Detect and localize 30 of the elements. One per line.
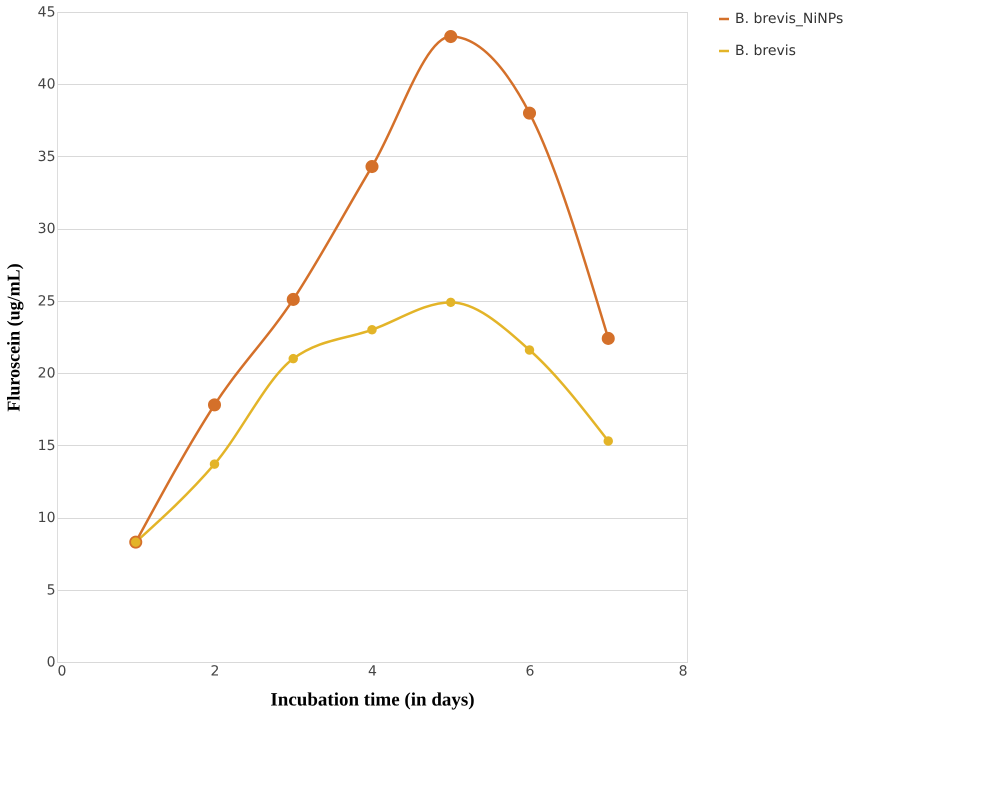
point <box>208 398 222 412</box>
point <box>288 354 298 364</box>
x-tick-label: 2 <box>210 664 220 680</box>
point <box>444 30 458 44</box>
y-tick-label: 30 <box>38 221 56 238</box>
legend-label: B. brevis_NiNPs <box>735 11 844 27</box>
point <box>524 345 534 355</box>
x-tick-label: 6 <box>526 664 535 680</box>
point <box>367 325 377 335</box>
x-tick-label: 8 <box>678 664 688 680</box>
y-tick-label: 25 <box>38 293 56 310</box>
x-tick-label: 0 <box>58 664 66 680</box>
point <box>522 106 536 120</box>
point <box>446 298 456 308</box>
x-axis-title: Incubation time (in days) <box>270 690 475 710</box>
y-tick-label: 35 <box>38 148 56 165</box>
y-tick-label: 40 <box>38 76 56 93</box>
point <box>286 292 300 306</box>
y-tick-label: 20 <box>38 366 56 382</box>
legend-label: B. brevis <box>735 43 796 59</box>
y-tick-label: 15 <box>38 438 56 454</box>
x-tick-label: 4 <box>368 664 378 680</box>
y-tick-label: 45 <box>38 4 56 20</box>
point <box>602 332 615 345</box>
point <box>365 160 379 174</box>
y-tick-label: 5 <box>46 582 56 598</box>
point <box>604 436 613 446</box>
point <box>210 459 220 469</box>
y-tick-label: 10 <box>38 510 56 526</box>
y-axis-title: Fluroscein (ug/mL) <box>4 263 24 412</box>
